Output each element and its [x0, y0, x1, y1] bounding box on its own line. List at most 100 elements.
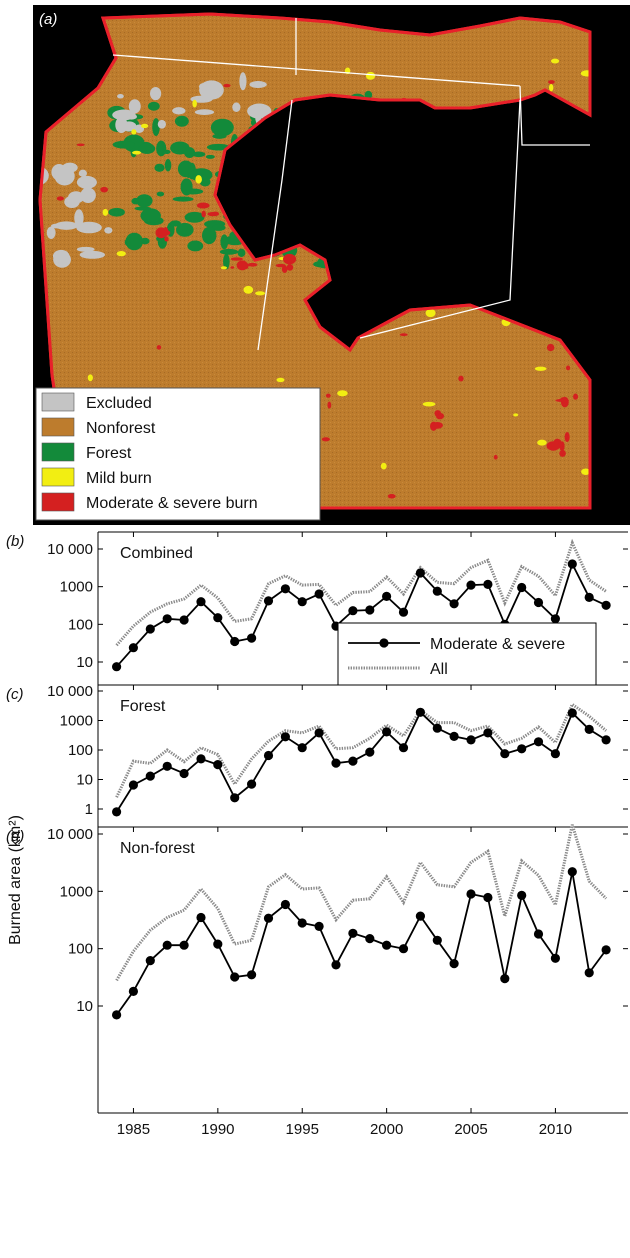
- mild-burn-patch: [534, 366, 547, 371]
- y-tick-label: 10 000: [47, 826, 93, 843]
- severe-burn-patch: [100, 186, 109, 193]
- forest-patch: [138, 143, 156, 154]
- severe-burn-patch: [555, 398, 569, 402]
- data-point: [230, 972, 240, 982]
- severe-burn-patch: [275, 263, 286, 268]
- severe-burn-patch: [56, 196, 64, 201]
- data-point: [128, 643, 138, 653]
- severe-burn-patch: [458, 375, 464, 382]
- series-line-moderate-severe: [115, 871, 607, 1016]
- severe-burn-patch: [283, 253, 297, 265]
- y-tick-label: 10: [76, 998, 93, 1015]
- data-point: [128, 986, 138, 997]
- data-point: [500, 749, 510, 759]
- data-point: [365, 605, 375, 615]
- severe-burn-patch: [281, 265, 288, 274]
- severe-burn-patch: [560, 396, 569, 408]
- data-point: [179, 768, 189, 779]
- chart-panel-d: 10 100 1000 10 000 (d) Non-forest: [6, 824, 628, 1114]
- mild-burn-patch: [380, 462, 387, 470]
- severe-burn-patch: [564, 432, 570, 443]
- severe-burn-patch: [327, 401, 332, 409]
- y-tick-label: 10: [76, 772, 93, 789]
- data-point: [145, 956, 155, 966]
- severe-burn-patch: [230, 266, 235, 269]
- series-line-all: [115, 538, 607, 647]
- data-point: [398, 743, 409, 753]
- severe-burn-patch: [321, 437, 330, 442]
- legend-label-5: Moderate & severe burn: [86, 495, 258, 512]
- data-point: [247, 779, 257, 789]
- severe-burn-patch: [201, 210, 206, 218]
- y-tick-label: 10 000: [47, 541, 93, 558]
- mild-burn-patch: [132, 150, 141, 155]
- excluded-patch: [249, 81, 267, 89]
- severe-burn-patch: [546, 343, 555, 352]
- data-point: [297, 743, 307, 753]
- data-point: [382, 940, 392, 950]
- data-point: [466, 735, 476, 745]
- map-panel-label: (a): [39, 11, 57, 28]
- data-point: [432, 723, 442, 733]
- data-point: [213, 613, 223, 623]
- excluded-patch: [232, 102, 241, 112]
- excluded-patch: [104, 227, 113, 234]
- data-point: [365, 747, 375, 757]
- data-point: [196, 912, 206, 923]
- mild-burn-patch: [513, 413, 519, 417]
- data-point: [533, 929, 544, 939]
- legend-marker: [379, 638, 389, 648]
- data-point: [162, 614, 172, 624]
- panel-title: Non-forest: [120, 840, 195, 857]
- data-point: [112, 1010, 122, 1020]
- data-point: [483, 728, 493, 738]
- excluded-patch: [50, 223, 64, 229]
- data-point: [432, 935, 442, 945]
- severe-burn-patch: [286, 264, 294, 271]
- data-point: [415, 707, 425, 717]
- data-point: [314, 921, 324, 932]
- data-point: [196, 597, 206, 607]
- x-tick-label: 2010: [539, 1121, 572, 1138]
- forest-patch: [223, 253, 230, 270]
- mild-burn-patch: [243, 285, 254, 294]
- legend-swatch-4: [41, 467, 75, 487]
- data-point: [230, 793, 240, 803]
- mild-burn-patch: [140, 123, 149, 129]
- legend-swatch-1: [41, 392, 75, 412]
- data-point: [550, 749, 561, 759]
- severe-burn-patch: [76, 143, 85, 147]
- legend-swatch-2: [41, 417, 75, 437]
- data-point: [213, 760, 223, 770]
- forest-patch: [163, 149, 171, 155]
- data-point: [145, 624, 155, 634]
- severe-burn-patch: [244, 262, 249, 270]
- y-axis-label: Burned area (km²): [7, 815, 24, 945]
- forest-patch: [140, 208, 161, 224]
- excluded-patch: [79, 250, 106, 259]
- forest-patch: [156, 140, 167, 157]
- data-point: [601, 945, 611, 955]
- excluded-patch: [68, 191, 85, 204]
- severe-burn-patch: [565, 365, 571, 371]
- mild-burn-patch: [220, 266, 228, 270]
- data-point: [415, 911, 425, 921]
- data-point: [230, 636, 240, 647]
- severe-burn-patch: [493, 454, 498, 460]
- legend-label-1: Excluded: [86, 395, 152, 412]
- excluded-patch: [80, 187, 96, 204]
- x-tick-label: 2005: [454, 1121, 487, 1138]
- data-point: [213, 939, 223, 949]
- excluded-patch: [255, 107, 262, 125]
- data-point: [398, 944, 409, 954]
- forest-patch: [169, 220, 181, 227]
- data-point: [382, 727, 392, 737]
- data-point: [247, 970, 257, 980]
- data-point: [483, 892, 493, 903]
- mild-burn-patch: [581, 468, 590, 475]
- data-point: [601, 600, 611, 610]
- data-point: [567, 867, 577, 877]
- data-point: [550, 614, 561, 624]
- legend-label-4: Mild burn: [86, 470, 152, 487]
- data-point: [517, 582, 527, 593]
